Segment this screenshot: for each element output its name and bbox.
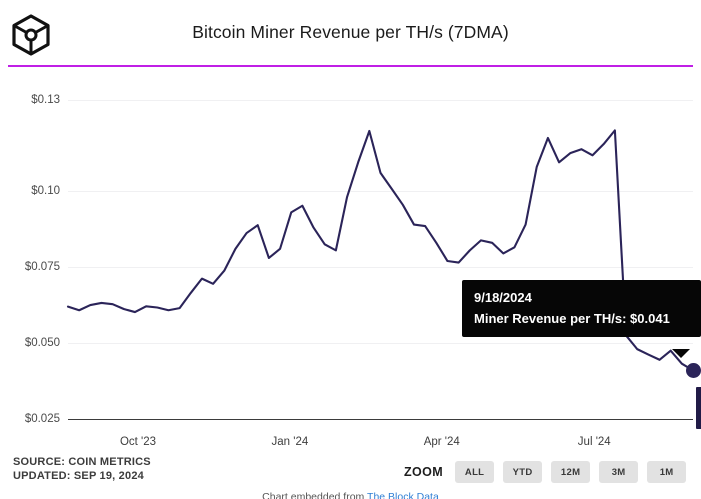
x-axis-tick-label: Oct '23 bbox=[119, 436, 157, 448]
x-axis-tick-label: Jan '24 bbox=[271, 436, 309, 448]
chart-tooltip: 9/18/2024 Miner Revenue per TH/s: $0.041 bbox=[462, 280, 701, 337]
zoom-button-1m[interactable]: 1M bbox=[647, 461, 687, 483]
y-axis-tick-label: $0.13 bbox=[31, 94, 60, 106]
embed-credit: Chart embedded from The Block Data bbox=[0, 491, 701, 499]
x-axis-tick-label: Jul '24 bbox=[577, 436, 611, 448]
zoom-button-12m[interactable]: 12M bbox=[551, 461, 591, 483]
title-accent-rule bbox=[8, 65, 693, 67]
page-title: Bitcoin Miner Revenue per TH/s (7DMA) bbox=[192, 22, 509, 42]
zoom-control: ZOOM ALL YTD 12M 3M 1M bbox=[404, 461, 687, 483]
zoom-button-all[interactable]: ALL bbox=[455, 461, 495, 483]
zoom-button-ytd[interactable]: YTD bbox=[503, 461, 543, 483]
x-axis-line bbox=[68, 419, 693, 420]
tooltip-pointer-icon bbox=[672, 349, 690, 358]
y-axis-tick-label: $0.025 bbox=[24, 413, 60, 425]
gridline bbox=[68, 191, 693, 193]
y-axis-tick-label: $0.075 bbox=[24, 261, 60, 274]
last-point-marker[interactable] bbox=[685, 362, 701, 378]
embed-prefix: Chart embedded from bbox=[262, 491, 368, 499]
right-edge-marker bbox=[696, 387, 701, 430]
gridline bbox=[68, 100, 693, 101]
zoom-button-3m[interactable]: 3M bbox=[599, 461, 639, 483]
chart-plot-area: $0.13 $0.10 $0.075 $0.050 $0.025 bbox=[0, 70, 701, 430]
x-axis-tick-label: Apr '24 bbox=[423, 436, 460, 448]
gridline bbox=[68, 343, 693, 345]
source-info: SOURCE: COIN METRICS UPDATED: SEP 19, 20… bbox=[13, 455, 151, 483]
gridline bbox=[68, 267, 693, 269]
y-axis-tick-label: $0.10 bbox=[31, 185, 60, 198]
embed-link[interactable]: The Block Data bbox=[367, 491, 439, 499]
source-line: SOURCE: COIN METRICS bbox=[13, 456, 151, 468]
chart-header: Bitcoin Miner Revenue per TH/s (7DMA) bbox=[0, 0, 701, 67]
updated-line: UPDATED: SEP 19, 2024 bbox=[13, 470, 144, 482]
tooltip-date: 9/18/2024 bbox=[474, 290, 532, 305]
zoom-label: ZOOM bbox=[404, 465, 444, 479]
y-axis-tick-label: $0.050 bbox=[24, 337, 60, 350]
tooltip-value: Miner Revenue per TH/s: $0.041 bbox=[474, 311, 670, 326]
hexagon-cube-icon bbox=[10, 14, 52, 56]
